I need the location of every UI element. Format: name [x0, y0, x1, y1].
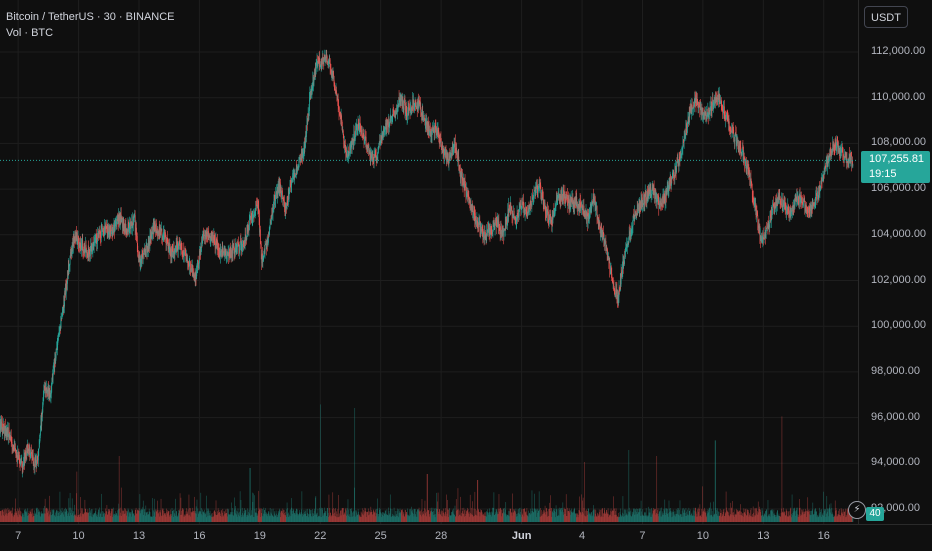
candle-body — [441, 145, 442, 147]
candle-body — [612, 274, 613, 277]
volume-bar — [782, 416, 783, 522]
candle-body — [305, 148, 306, 151]
candle-body — [101, 229, 102, 238]
candle-body — [526, 207, 527, 212]
candle-body — [495, 223, 496, 229]
candle-body — [459, 157, 460, 166]
candle-body — [289, 189, 290, 194]
candle-body — [567, 195, 568, 198]
candle-body — [465, 184, 466, 187]
volume-bar — [320, 404, 321, 522]
candle-body — [282, 190, 283, 198]
candle-body — [333, 71, 334, 76]
candle-body — [155, 225, 156, 232]
candle-body — [260, 230, 261, 243]
candle-body — [289, 194, 290, 199]
candle-body — [499, 222, 500, 228]
candle-body — [607, 247, 608, 250]
candle-body — [249, 219, 250, 230]
candle-body — [265, 245, 266, 254]
candle-body — [77, 240, 78, 244]
candle-body — [62, 314, 63, 319]
candle-body — [153, 230, 154, 234]
volume-bar — [656, 456, 657, 522]
volume-bar — [77, 472, 78, 522]
candle-body — [133, 221, 134, 226]
candle-body — [387, 124, 388, 130]
candle-body — [360, 126, 361, 130]
candle-body — [551, 217, 552, 219]
candle-body — [405, 103, 406, 114]
candle-body — [249, 230, 250, 231]
chart-area[interactable] — [0, 0, 858, 524]
volume-bar — [584, 462, 585, 522]
candle-body — [341, 115, 342, 120]
candle-body — [146, 247, 147, 250]
candlestick-chart[interactable] — [0, 0, 858, 524]
candle-body — [404, 102, 405, 110]
candle-body — [615, 290, 616, 294]
candle-body — [351, 147, 352, 149]
candle-body — [275, 193, 276, 200]
volume-bar — [250, 468, 251, 522]
candle-body — [12, 442, 13, 448]
candle-body — [220, 251, 221, 256]
candle-body — [455, 142, 456, 148]
candle-body — [39, 449, 40, 456]
candle-body — [504, 231, 505, 237]
candle-body — [258, 208, 259, 211]
candles — [0, 50, 853, 478]
candle-body — [433, 127, 434, 128]
volume-bar — [354, 408, 355, 522]
candle-body — [191, 270, 192, 271]
